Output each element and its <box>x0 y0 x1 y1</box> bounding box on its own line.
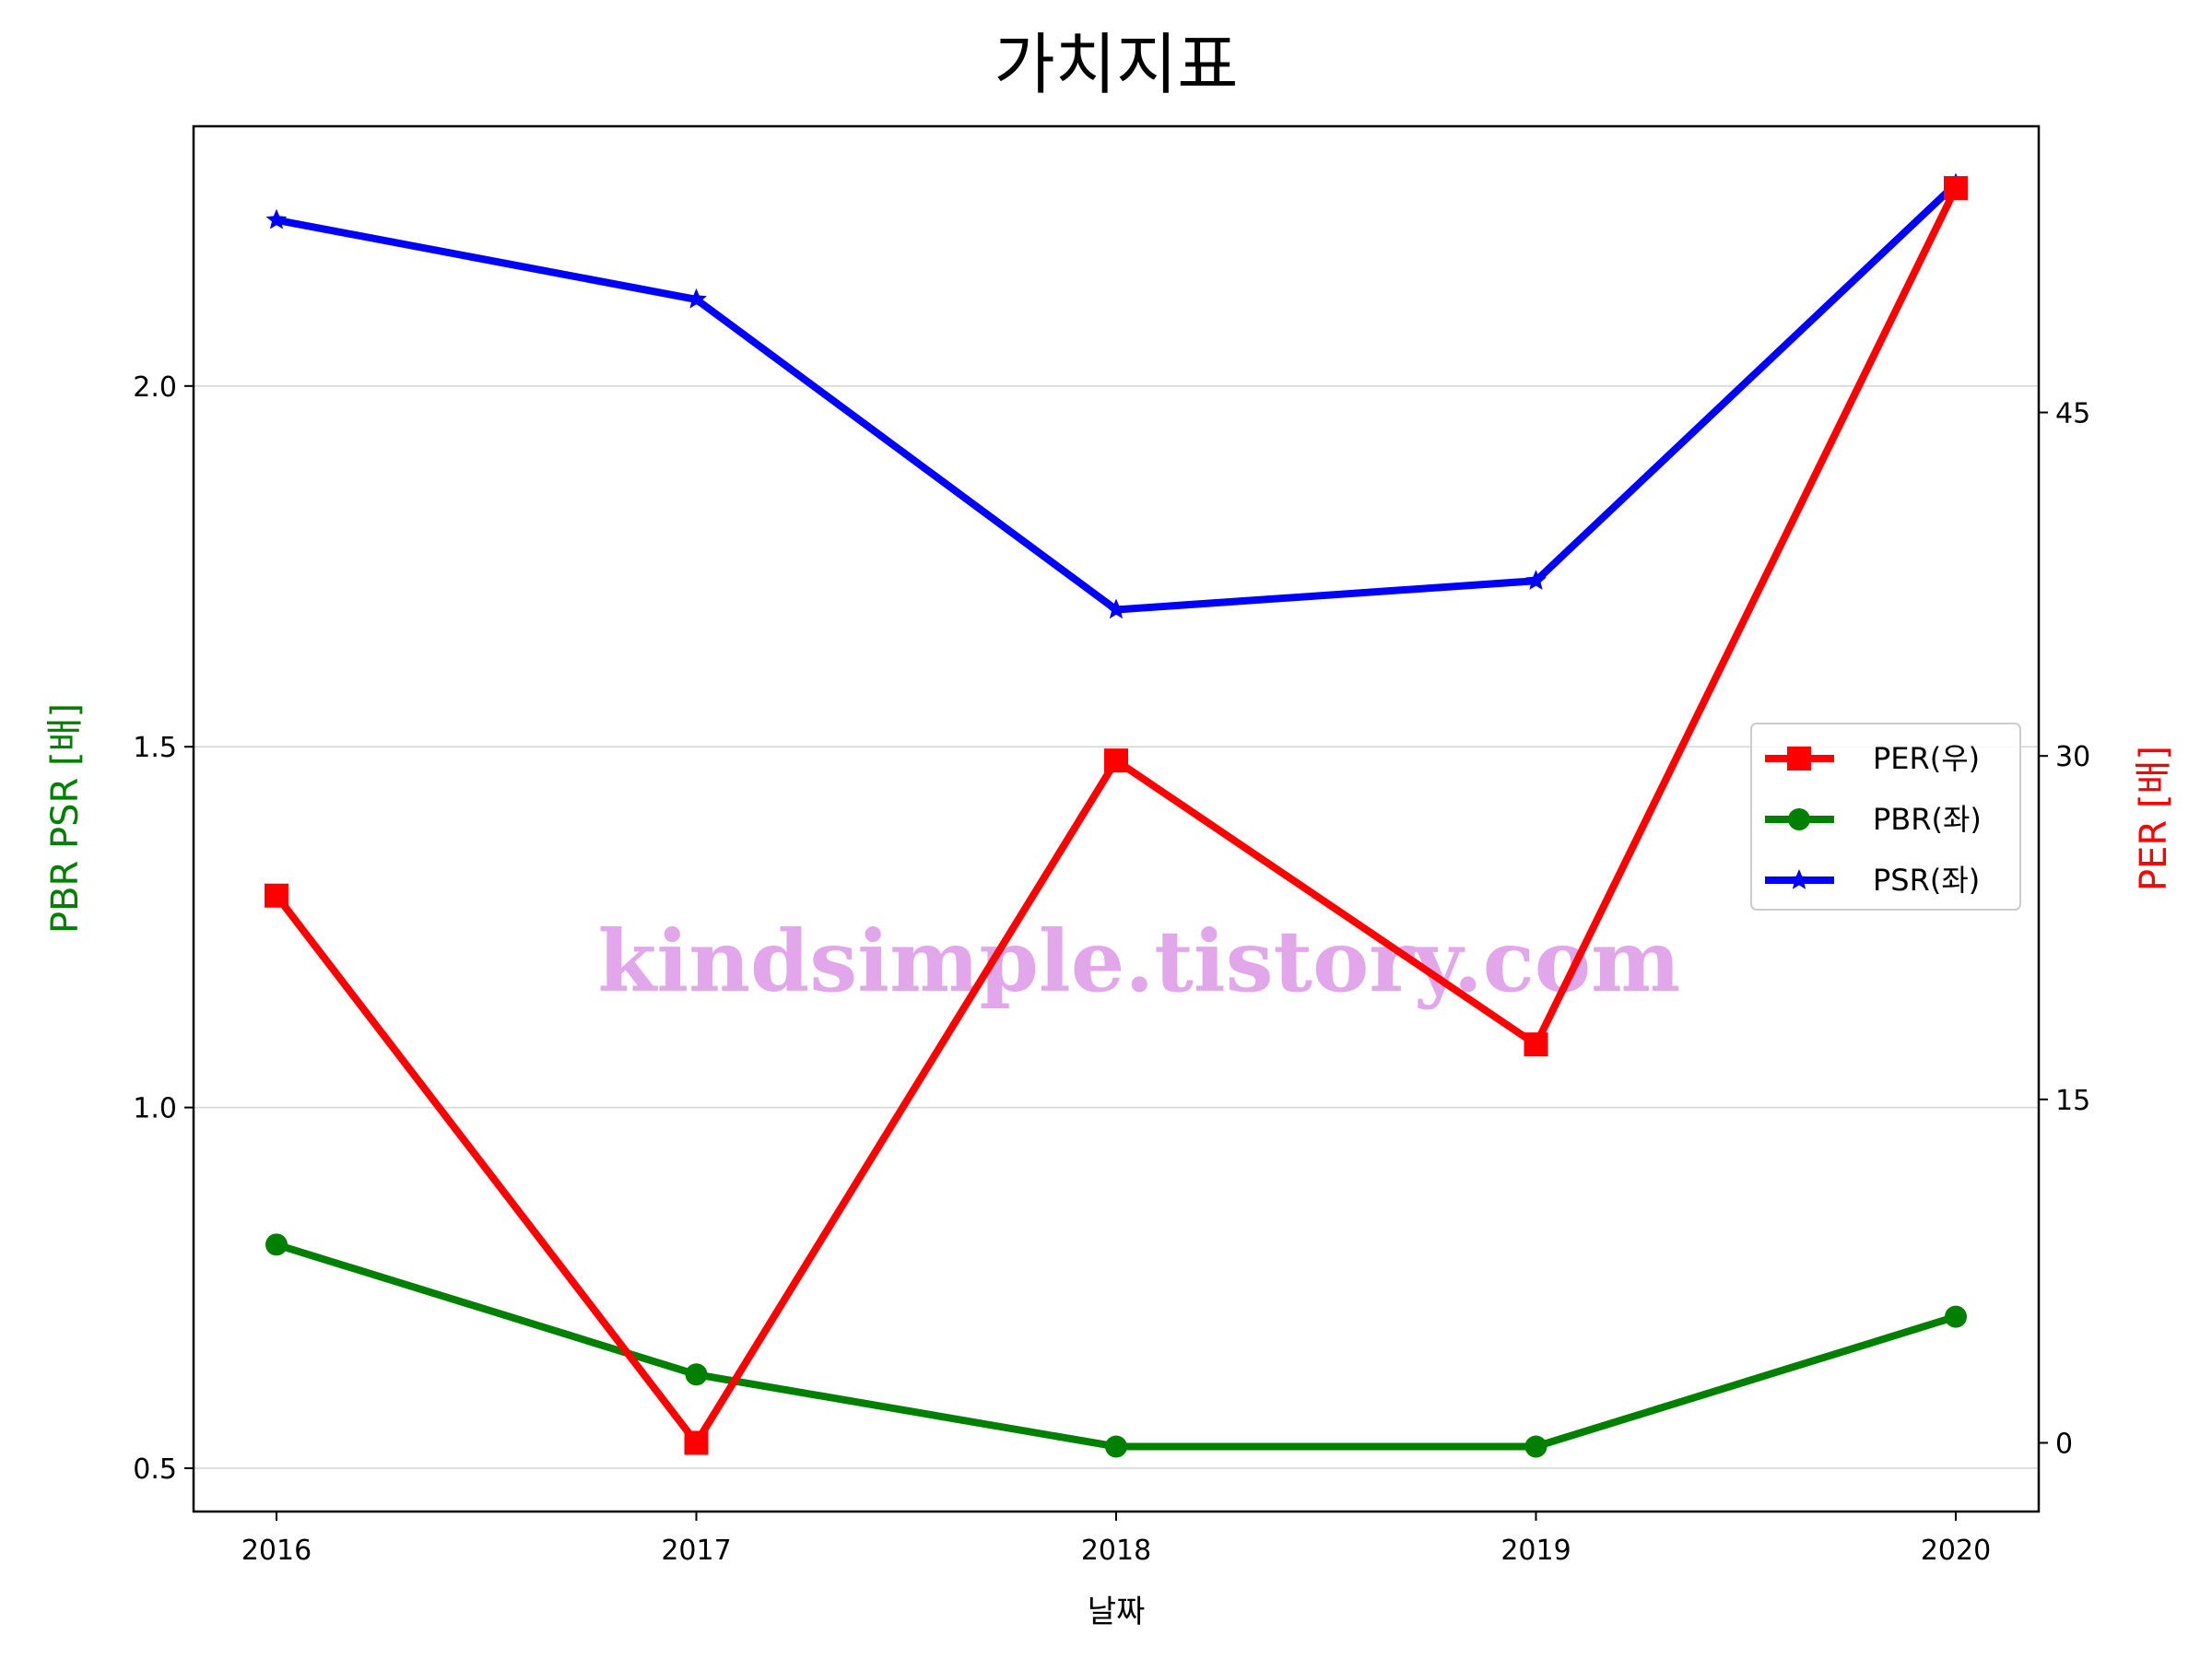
legend-frame <box>1750 723 2021 911</box>
chart-title: 가치지표 <box>994 26 1239 103</box>
legend-label: PBR(좌) <box>1873 802 1982 837</box>
data-point <box>1525 570 1547 590</box>
left-tick-label: 0.5 <box>133 1453 177 1486</box>
x-tick-label: 2016 <box>241 1535 312 1567</box>
right-tick-label: 0 <box>2055 1428 2073 1460</box>
left-tick-label: 1.0 <box>133 1093 177 1125</box>
left-tick-label: 2.0 <box>133 371 177 404</box>
legend: PER(우) PBR(좌) PSR(좌) <box>1750 723 2021 911</box>
data-point <box>684 1430 709 1455</box>
x-axis-ticks: 2016 2017 2018 2019 2020 <box>241 1512 1991 1567</box>
legend-marker <box>1787 747 1811 771</box>
legend-items: PER(우) PBR(좌) PSR(좌) <box>1765 741 1982 898</box>
data-point <box>1944 176 1968 201</box>
data-point <box>685 1363 708 1386</box>
right-axis-ticks: 0 15 30 45 <box>2039 398 2090 1460</box>
legend-marker <box>1788 869 1810 889</box>
x-axis-label: 날짜 <box>1088 1594 1146 1630</box>
data-point <box>265 1233 288 1256</box>
legend-entry: PBR(좌) <box>1765 802 1982 837</box>
watermark-layer: kindsimple.tistory.com <box>597 912 1680 1011</box>
left-tick-label: 1.5 <box>133 732 177 764</box>
series-layer <box>265 172 1968 1458</box>
x-tick-label: 2020 <box>1921 1535 1991 1567</box>
legend-label: PSR(좌) <box>1873 863 1980 898</box>
watermark-text: kindsimple.tistory.com <box>597 912 1680 1011</box>
grid-lines <box>194 385 2039 1469</box>
data-point <box>1945 1305 1967 1328</box>
data-point <box>1524 1032 1548 1057</box>
right-tick-label: 30 <box>2055 741 2090 773</box>
data-point <box>1104 748 1128 773</box>
x-tick-label: 2017 <box>661 1535 731 1567</box>
x-tick-label: 2018 <box>1081 1535 1151 1567</box>
series-PER(우) <box>265 176 1968 1455</box>
left-axis-ticks: 0.5 1.0 1.5 2.0 <box>133 371 194 1486</box>
legend-label: PER(우) <box>1873 741 1980 776</box>
legend-entry: PSR(좌) <box>1765 863 1980 898</box>
left-axis-label: PBR PSR [배] <box>44 703 87 934</box>
series-PBR(좌) <box>265 1233 1967 1458</box>
right-tick-label: 15 <box>2055 1085 2090 1117</box>
data-point <box>1105 1435 1127 1458</box>
legend-entry: PER(우) <box>1765 741 1980 776</box>
x-tick-label: 2019 <box>1500 1535 1571 1567</box>
data-point <box>1105 598 1127 619</box>
data-point <box>686 288 707 309</box>
legend-marker <box>1788 808 1810 830</box>
right-axis-label: PER [배] <box>2133 746 2175 891</box>
data-point <box>265 883 288 908</box>
right-tick-label: 45 <box>2055 398 2090 430</box>
data-point <box>265 208 288 229</box>
data-point <box>1524 1435 1547 1458</box>
